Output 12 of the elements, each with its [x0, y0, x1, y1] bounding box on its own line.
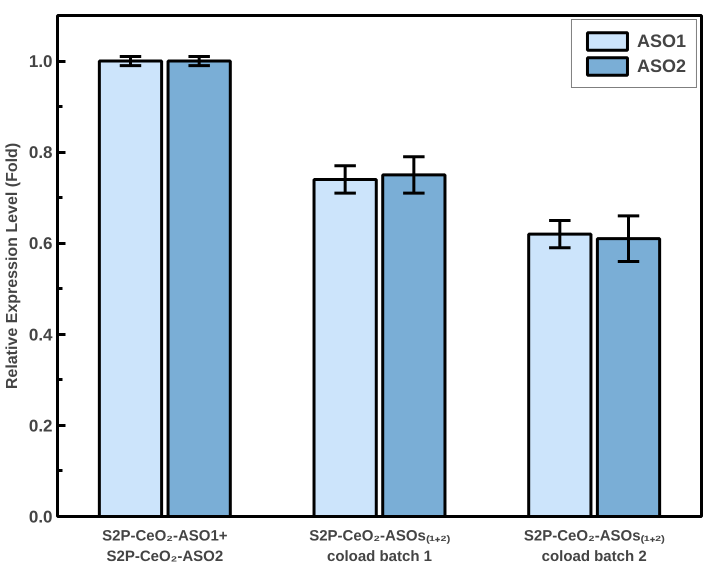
legend-label: ASO2 [636, 56, 686, 76]
y-tick-label: 0.0 [28, 508, 53, 526]
x-tick-label: S2P-CeO₂-ASOs₍₁₊₂₎ coload batch 1 [309, 528, 450, 565]
x-tick-label: S2P-CeO₂-ASO1+ S2P-CeO₂-ASO2 [102, 528, 228, 565]
x-tick-label: S2P-CeO₂-ASOs₍₁₊₂₎ coload batch 2 [524, 528, 664, 565]
legend-label: ASO1 [636, 30, 686, 52]
y-tick-label: 1.0 [28, 52, 53, 72]
y-tick-label: 0.8 [28, 143, 53, 162]
y-tick-label: 0.6 [28, 234, 53, 254]
y-tick-label: 0.2 [28, 416, 53, 436]
y-axis-title: Relative Expression Level (Fold) [4, 142, 21, 390]
y-tick-label: 0.4 [28, 325, 54, 344]
